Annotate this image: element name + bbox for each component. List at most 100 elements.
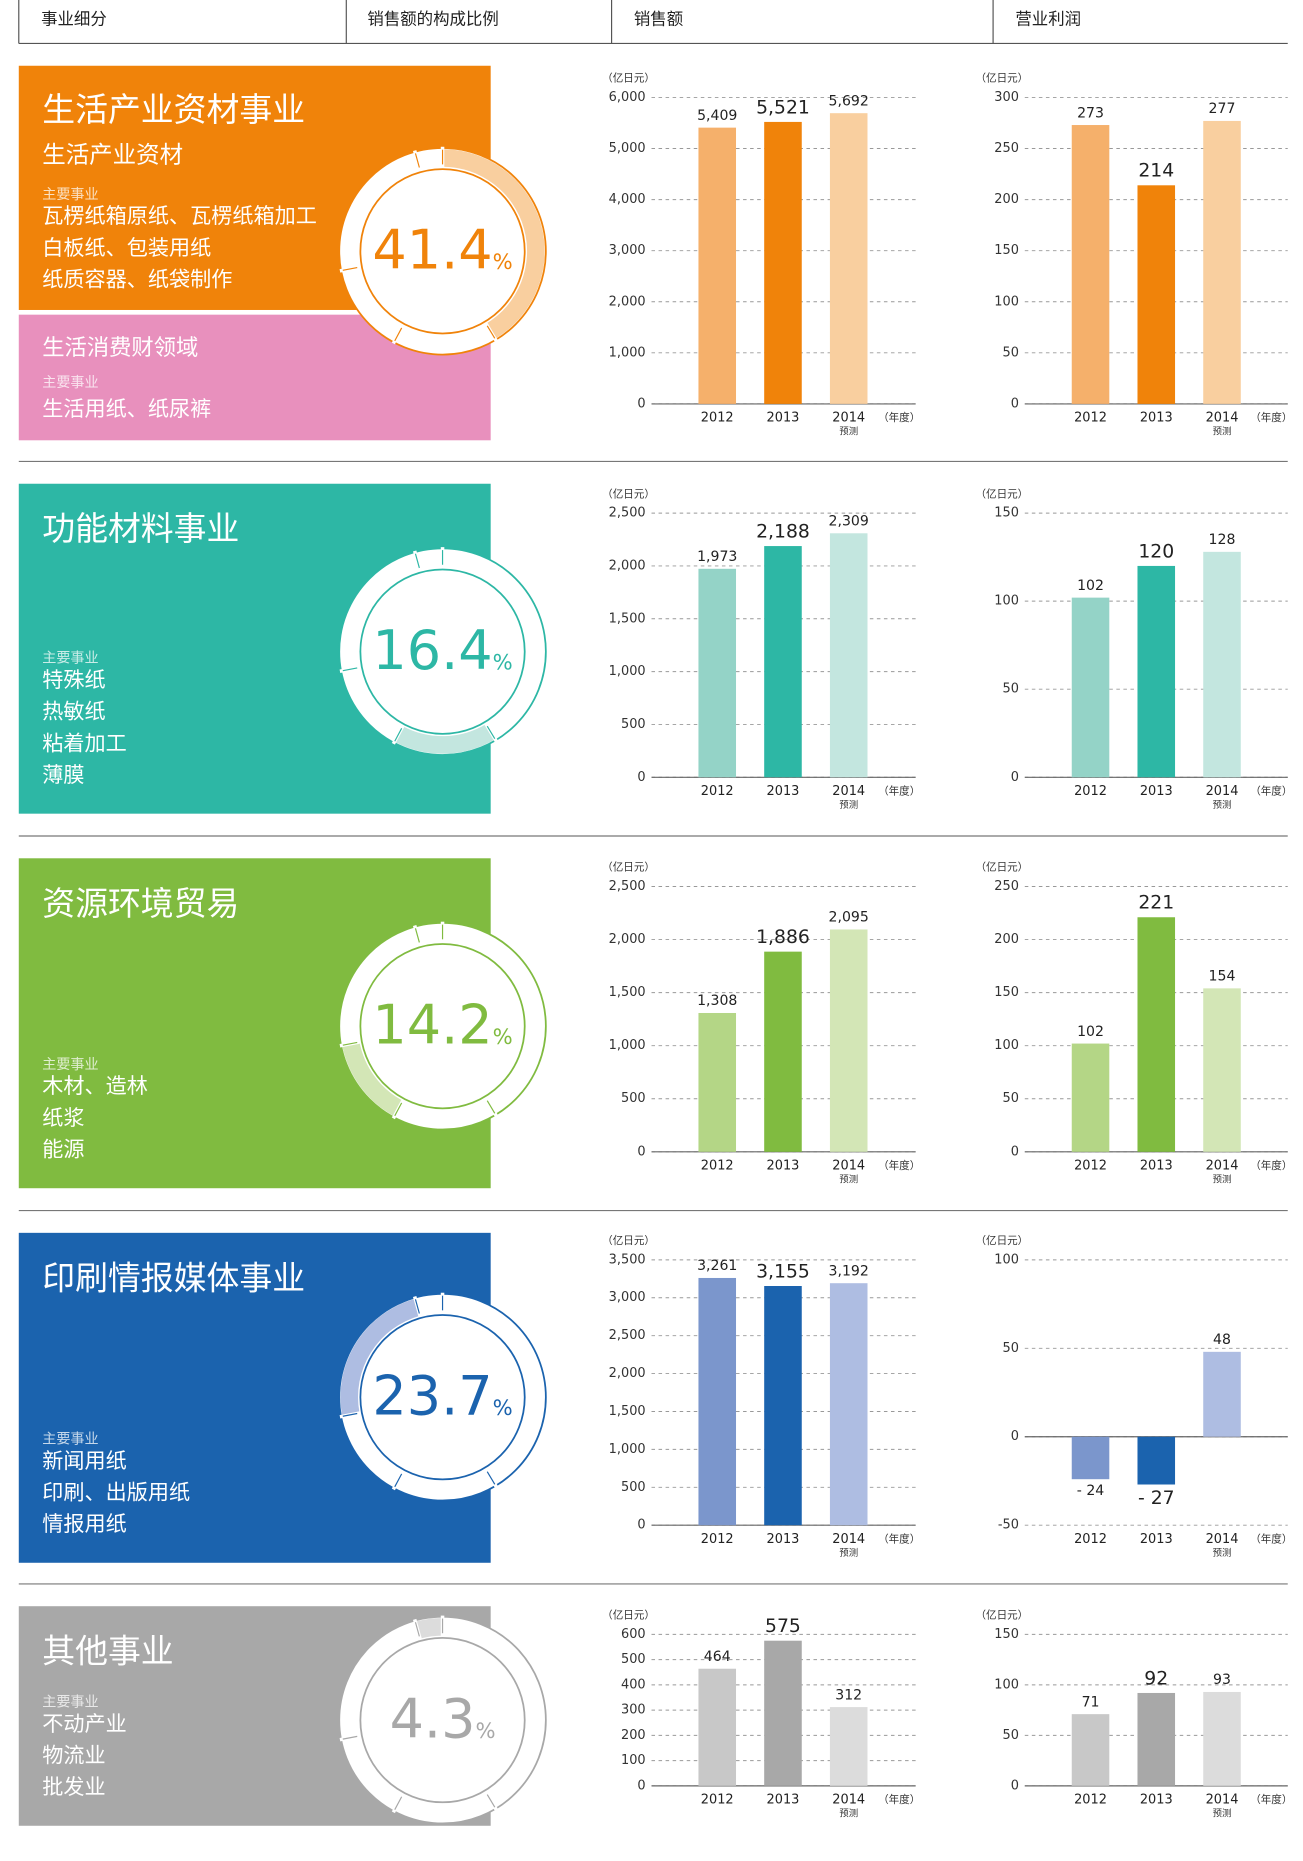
- y-tick-label: 150: [994, 1627, 1019, 1642]
- share-text: 41.4%: [372, 218, 512, 281]
- bar: [698, 1012, 737, 1152]
- main-label: 主要事业: [42, 1694, 98, 1710]
- y-tick-label: 1,500: [609, 985, 646, 1000]
- x-unit-label: （年度）: [878, 1159, 920, 1172]
- data-label: 1,973: [697, 549, 737, 565]
- x-unit-label: （年度）: [878, 1793, 920, 1806]
- donut-share: [340, 1298, 420, 1417]
- y-tick-label: 100: [994, 1038, 1019, 1053]
- y-tick-label: 1,500: [609, 611, 646, 626]
- donut-inner: [359, 568, 526, 735]
- x-tick-label: 2013: [767, 784, 800, 799]
- donut-inner: [359, 168, 526, 335]
- business-item: 木材、造林: [42, 1073, 148, 1098]
- bar: [764, 546, 802, 778]
- ring-divider-edge: [486, 725, 496, 740]
- x-tick-label: 2014: [832, 1792, 865, 1807]
- share-text: 14.2%: [372, 993, 512, 1056]
- y-tick-label: 1,000: [609, 664, 646, 679]
- unit-label: （亿日元）: [602, 487, 655, 500]
- unit-label: （亿日元）: [602, 861, 655, 874]
- data-label: 120: [1138, 541, 1174, 562]
- y-tick-label: 0: [1011, 1429, 1019, 1444]
- category-note: 预测: [839, 800, 858, 811]
- y-tick-label: 0: [637, 396, 645, 411]
- y-tick-label: 400: [621, 1677, 646, 1692]
- x-unit-label: （年度）: [1250, 1532, 1292, 1545]
- panel-title: 生活产业资材事业: [42, 90, 305, 129]
- y-tick-label: 100: [621, 1753, 646, 1768]
- bar: [1203, 1351, 1241, 1437]
- business-item: 白板纸、包装用纸: [42, 235, 211, 260]
- y-tick-label: 1,000: [609, 1442, 646, 1457]
- share-text: 16.4%: [372, 619, 512, 682]
- data-label: 3,155: [756, 1261, 810, 1282]
- y-tick-label: 5,000: [609, 141, 646, 156]
- category-note: 预测: [1213, 1548, 1232, 1559]
- unit-label: （亿日元）: [975, 72, 1028, 85]
- donut-share: [442, 149, 545, 339]
- ring-divider-edge: [486, 1794, 496, 1808]
- panel-title: 功能材料事业: [42, 509, 239, 548]
- bar: [829, 533, 868, 778]
- y-tick-label: 0: [637, 1144, 645, 1159]
- panel-subtitle: 生活产业资材: [42, 141, 183, 169]
- category-note: 预测: [839, 1809, 858, 1820]
- x-unit-label: （年度）: [1250, 1793, 1292, 1806]
- y-tick-label: 250: [994, 141, 1019, 156]
- y-tick-label: 2,000: [609, 558, 646, 573]
- main-label: 主要事业: [42, 1431, 98, 1447]
- y-tick-label: 300: [994, 90, 1019, 105]
- business-item: 不动产业: [42, 1711, 127, 1736]
- bar: [829, 1707, 868, 1786]
- y-tick-label: 0: [637, 1518, 645, 1533]
- data-label: - 27: [1138, 1488, 1175, 1509]
- category-note: 预测: [1213, 800, 1232, 811]
- y-tick-label: 0: [637, 770, 645, 785]
- ring-divider-edge: [394, 327, 403, 342]
- ring-divider-edge: [342, 266, 358, 271]
- bar: [1071, 597, 1110, 778]
- y-tick-label: 0: [1011, 396, 1019, 411]
- data-label: 102: [1077, 1024, 1104, 1040]
- y-tick-label: 50: [1002, 1341, 1018, 1356]
- y-tick-label: 500: [621, 717, 646, 732]
- x-tick-label: 2012: [1074, 1792, 1107, 1807]
- x-tick-label: 2013: [767, 1158, 800, 1173]
- y-tick-label: 2,500: [609, 1328, 646, 1343]
- data-label: - 24: [1077, 1483, 1105, 1499]
- donut-share: [394, 724, 496, 754]
- y-tick-label: 2,000: [609, 294, 646, 309]
- y-tick-label: 1,500: [609, 1404, 646, 1419]
- data-label: 154: [1209, 969, 1236, 985]
- panel-title: 印刷情报媒体事业: [42, 1258, 305, 1297]
- ring-divider-edge: [414, 1622, 420, 1637]
- y-tick-label: 1,000: [609, 345, 646, 360]
- x-tick-label: 2014: [1206, 1792, 1239, 1807]
- x-tick-label: 2013: [1140, 1158, 1173, 1173]
- data-label: 102: [1077, 578, 1104, 594]
- business-item: 印刷、出版用纸: [42, 1479, 190, 1504]
- unit-label: （亿日元）: [975, 487, 1028, 500]
- y-tick-label: 6,000: [609, 90, 646, 105]
- ring-divider-edge: [342, 667, 358, 672]
- main-label: 主要事业: [42, 651, 98, 667]
- x-tick-label: 2012: [701, 784, 734, 799]
- ring-divider-edge: [486, 1100, 496, 1114]
- y-tick-label: 200: [621, 1728, 646, 1743]
- y-tick-label: 100: [994, 594, 1019, 609]
- y-tick-label: 50: [1002, 1091, 1018, 1106]
- business-item: 纸质容器、纸袋制作: [42, 267, 232, 292]
- bar: [1137, 1436, 1176, 1485]
- x-tick-label: 2014: [1206, 410, 1239, 425]
- y-tick-label: 500: [621, 1091, 646, 1106]
- x-unit-label: （年度）: [1250, 1159, 1292, 1172]
- share-value: 14.2: [372, 993, 492, 1056]
- y-tick-label: 2,000: [609, 932, 646, 947]
- y-tick-label: 500: [621, 1652, 646, 1667]
- x-tick-label: 2012: [1074, 784, 1107, 799]
- data-label: 1,308: [697, 993, 737, 1009]
- bar: [1137, 917, 1176, 1152]
- y-tick-label: 0: [1011, 770, 1019, 785]
- bar: [764, 1286, 802, 1526]
